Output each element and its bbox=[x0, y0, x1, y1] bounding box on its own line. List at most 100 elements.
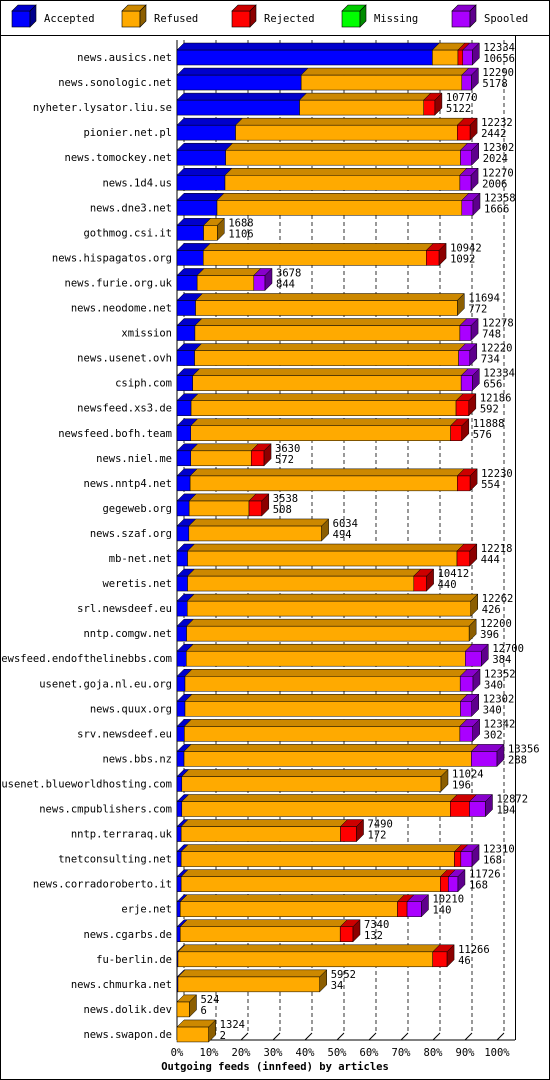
bar-top bbox=[298, 92, 432, 101]
accepted-label: 10656 bbox=[483, 53, 515, 65]
bar-segment bbox=[248, 500, 263, 517]
offered-label: 3630 bbox=[275, 443, 300, 455]
y-tick-label: news.1d4.us bbox=[102, 177, 172, 189]
bar-segment bbox=[456, 550, 471, 567]
offered-label: 12302 bbox=[483, 693, 515, 705]
bar-segment bbox=[177, 976, 320, 993]
bar-top bbox=[234, 117, 465, 126]
bar-segment bbox=[176, 926, 181, 942]
bar-side bbox=[468, 618, 477, 642]
bar-top bbox=[185, 618, 477, 627]
y-tick-label: pionier.net.pl bbox=[83, 127, 172, 139]
bar-top bbox=[190, 443, 259, 452]
bar-side bbox=[352, 919, 361, 943]
y-tick-label: gothmog.csi.it bbox=[83, 227, 172, 239]
offered-label: 12358 bbox=[484, 192, 516, 204]
bar-segment bbox=[188, 500, 250, 517]
bar-top bbox=[176, 42, 440, 51]
bar-segment bbox=[176, 300, 196, 316]
accepted-label: 554 bbox=[481, 479, 500, 491]
y-tick-label: newsfeed.endofthelinebbs.com bbox=[0, 653, 172, 665]
bar-segment bbox=[457, 49, 464, 66]
offered-label: 12700 bbox=[492, 643, 524, 655]
accepted-label: 5178 bbox=[482, 78, 507, 90]
x-tick bbox=[240, 1032, 249, 1041]
y-tick-label: newsfeed.bofh.team bbox=[58, 428, 172, 440]
bar-segment bbox=[186, 650, 466, 667]
offered-label: 12220 bbox=[481, 343, 513, 355]
offered-label: 7340 bbox=[364, 919, 389, 931]
bar-segment bbox=[471, 751, 498, 767]
offered-label: 524 bbox=[200, 994, 219, 1006]
bar-top bbox=[180, 844, 463, 852]
offered-label: 12352 bbox=[484, 668, 516, 680]
offered-label: 7490 bbox=[368, 819, 393, 831]
y-tick-label: srl.newsdeef.eu bbox=[77, 603, 172, 615]
bar-segment bbox=[183, 751, 472, 767]
bar-segment bbox=[300, 74, 463, 91]
bar-top bbox=[190, 393, 464, 401]
bar-segment bbox=[176, 124, 236, 141]
bar-top bbox=[224, 168, 468, 176]
bar-top bbox=[225, 142, 469, 151]
accepted-label: 340 bbox=[484, 679, 503, 691]
bar-segment bbox=[460, 149, 472, 166]
x-tick bbox=[400, 1032, 409, 1041]
bar-side bbox=[356, 818, 364, 843]
y-tick-label: news.niel.me bbox=[96, 453, 172, 465]
bar-top bbox=[194, 293, 465, 301]
y-tick-label: news.furie.org.uk bbox=[65, 277, 173, 289]
bar-side bbox=[438, 242, 447, 267]
bar-top bbox=[177, 969, 328, 978]
bar-side bbox=[434, 92, 443, 116]
bar-segment bbox=[194, 325, 461, 341]
y-tick-label: news.dne3.net bbox=[90, 202, 172, 214]
x-tick-label: 40% bbox=[296, 1047, 316, 1059]
bar-segment bbox=[196, 275, 255, 291]
bar-segment bbox=[440, 876, 449, 892]
bar-segment bbox=[176, 450, 192, 467]
bar-segment bbox=[176, 851, 182, 867]
y-tick-label: fu-berlin.de bbox=[96, 954, 172, 966]
bar-segment bbox=[462, 49, 473, 66]
offered-label: 10942 bbox=[450, 242, 482, 254]
bar-side bbox=[470, 317, 479, 342]
bar-segment bbox=[459, 676, 474, 692]
y-tick-label: news.sonologic.net bbox=[58, 77, 172, 89]
bar-segment bbox=[176, 525, 190, 542]
accepted-label: 748 bbox=[482, 329, 501, 341]
offered-label: 12302 bbox=[483, 142, 515, 154]
bar-segment bbox=[459, 726, 473, 742]
bar-segment bbox=[184, 676, 461, 692]
bar-segment bbox=[458, 350, 471, 366]
bar-top bbox=[196, 268, 262, 276]
offered-label: 10770 bbox=[446, 92, 478, 104]
x-tick-label: 90% bbox=[456, 1047, 476, 1059]
bar-segment bbox=[190, 425, 451, 441]
accepted-label: 592 bbox=[480, 404, 499, 416]
offered-label: 1688 bbox=[228, 217, 253, 229]
offered-label: 12262 bbox=[482, 593, 514, 605]
accepted-label: 340 bbox=[483, 704, 502, 716]
bar-segment bbox=[187, 550, 458, 567]
offered-label: 13356 bbox=[508, 743, 540, 755]
bar-segment bbox=[461, 200, 474, 216]
bar-segment bbox=[176, 99, 300, 116]
x-tick bbox=[272, 1032, 281, 1041]
bar-segment bbox=[235, 124, 458, 141]
bar-segment bbox=[340, 826, 357, 842]
bar-segment bbox=[180, 826, 341, 842]
accepted-label: 194 bbox=[496, 805, 515, 817]
legend-label: Refused bbox=[154, 13, 198, 25]
bar-top bbox=[176, 92, 308, 101]
offered-label: 3538 bbox=[273, 493, 298, 505]
legend-label: Rejected bbox=[264, 13, 315, 25]
accepted-label: 1092 bbox=[450, 253, 475, 265]
bar-segment bbox=[189, 475, 458, 492]
bar-side bbox=[457, 292, 465, 317]
bar-side bbox=[485, 793, 493, 818]
bar-side bbox=[461, 418, 470, 442]
y-tick-label: gegeweb.org bbox=[102, 503, 172, 515]
bar-segment bbox=[176, 149, 226, 166]
y-tick-label: news.cmpublishers.com bbox=[39, 804, 172, 816]
